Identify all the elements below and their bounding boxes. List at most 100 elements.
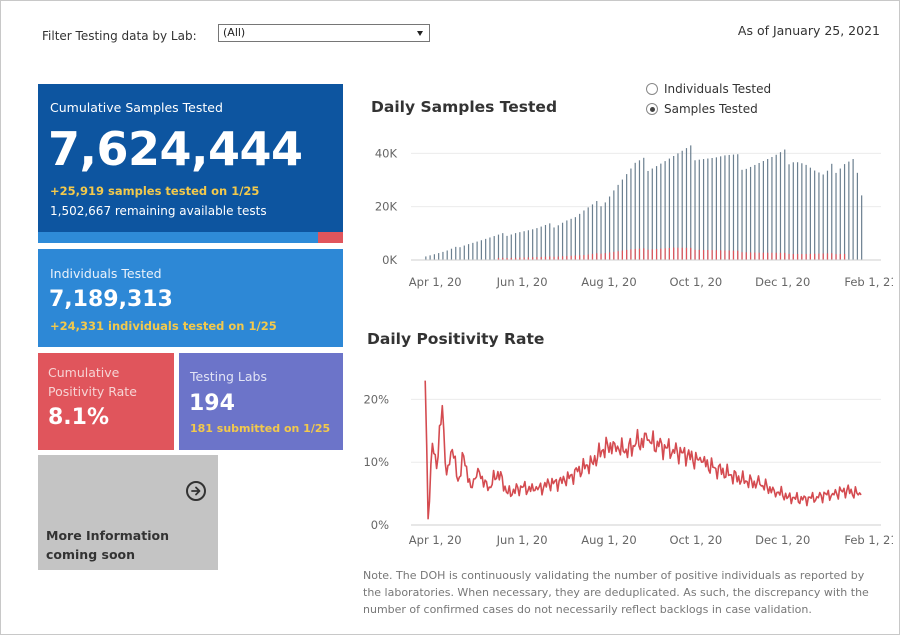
sample-bar bbox=[561, 222, 564, 260]
sample-bar bbox=[728, 250, 730, 260]
sample-bar bbox=[775, 154, 777, 260]
sample-bar bbox=[446, 250, 448, 260]
sample-bar bbox=[634, 248, 636, 260]
sample-bar bbox=[848, 161, 850, 260]
radio-button-icon[interactable] bbox=[646, 103, 658, 115]
sample-bar bbox=[681, 247, 683, 260]
sample-bar bbox=[801, 163, 803, 260]
sample-bar bbox=[749, 166, 752, 260]
sample-bar bbox=[694, 160, 696, 260]
sample-bar bbox=[617, 184, 619, 260]
sample-bar bbox=[455, 246, 457, 260]
sample-bar bbox=[634, 162, 636, 260]
sample-bar bbox=[664, 161, 666, 260]
sample-bar bbox=[523, 231, 525, 260]
y-tick-label: 40K bbox=[375, 146, 398, 160]
sample-bar bbox=[480, 240, 482, 260]
sample-bar bbox=[843, 164, 846, 260]
sample-bar bbox=[724, 155, 726, 260]
radio-button-icon[interactable] bbox=[646, 83, 658, 95]
lab-filter-select[interactable]: (All) bbox=[218, 24, 430, 42]
sample-bar bbox=[485, 238, 487, 260]
sample-bar bbox=[450, 248, 453, 260]
sample-bar bbox=[677, 153, 679, 260]
sample-bar bbox=[497, 234, 500, 260]
sample-bar bbox=[523, 257, 525, 260]
sample-bar bbox=[643, 248, 645, 260]
sample-bar bbox=[583, 255, 585, 260]
as-of-date: As of January 25, 2021 bbox=[737, 23, 880, 38]
sample-bar bbox=[467, 244, 470, 260]
radio-individuals-tested[interactable]: Individuals Tested bbox=[646, 82, 771, 96]
y-tick-label: 0K bbox=[382, 253, 397, 267]
sample-bar bbox=[502, 233, 504, 260]
chevron-down-icon bbox=[417, 31, 423, 36]
sample-bar bbox=[489, 237, 491, 260]
tests-usage-bar bbox=[38, 232, 343, 243]
sample-bar bbox=[814, 253, 816, 260]
sample-bar bbox=[779, 152, 782, 260]
sample-bar bbox=[784, 149, 786, 260]
sample-bar bbox=[655, 249, 658, 260]
sample-bar bbox=[856, 172, 858, 260]
sample-bar bbox=[711, 250, 713, 260]
sample-bar bbox=[630, 168, 632, 260]
sample-bar bbox=[549, 256, 551, 260]
sample-bar bbox=[587, 254, 589, 260]
sample-bar bbox=[861, 195, 863, 260]
sample-bar bbox=[621, 250, 623, 260]
sample-bar bbox=[519, 232, 521, 260]
sample-bar bbox=[805, 253, 807, 260]
sample-bar bbox=[822, 174, 824, 260]
arrow-circle-right-icon[interactable] bbox=[186, 481, 206, 501]
sample-bar bbox=[476, 241, 478, 260]
sample-bar bbox=[843, 253, 846, 260]
y-tick-label: 20K bbox=[375, 200, 398, 214]
sample-bar bbox=[788, 164, 790, 260]
tests-usage-fill bbox=[38, 232, 318, 243]
sample-bar bbox=[737, 250, 739, 260]
sample-bar bbox=[613, 251, 615, 260]
sample-bar bbox=[540, 256, 542, 260]
sample-bar bbox=[715, 250, 717, 260]
sample-bar bbox=[685, 247, 688, 260]
sample-bar bbox=[741, 169, 743, 260]
sample-bar bbox=[741, 252, 743, 260]
sample-bar bbox=[732, 154, 735, 260]
labs-submitted-today: 181 submitted on 1/25 bbox=[190, 422, 331, 435]
x-tick-label: Aug 1, 20 bbox=[581, 533, 636, 547]
more-information-card[interactable]: More Information coming soon bbox=[38, 455, 218, 570]
x-tick-label: Feb 1, 21 bbox=[844, 533, 893, 547]
daily-positivity-chart-title: Daily Positivity Rate bbox=[367, 330, 545, 348]
sample-bar bbox=[660, 248, 662, 260]
sample-bar bbox=[796, 162, 799, 260]
sample-bar bbox=[425, 256, 427, 260]
sample-bar bbox=[702, 159, 705, 260]
sample-bar bbox=[792, 162, 794, 260]
sample-bar bbox=[685, 148, 688, 260]
sample-bar bbox=[651, 168, 653, 260]
sample-bar bbox=[745, 252, 747, 260]
sample-bar bbox=[527, 257, 529, 260]
sample-bar bbox=[754, 164, 756, 260]
sample-bar bbox=[463, 245, 465, 260]
sample-bar bbox=[762, 252, 764, 260]
sample-bar bbox=[613, 190, 615, 260]
x-tick-label: Apr 1, 20 bbox=[409, 275, 462, 289]
sample-bar bbox=[514, 233, 517, 260]
sample-bar bbox=[788, 253, 790, 260]
positivity-rate-card: Cumulative Positivity Rate 8.1% bbox=[38, 353, 174, 450]
sample-bar bbox=[600, 206, 602, 260]
sample-bar bbox=[762, 161, 764, 260]
sample-bar bbox=[767, 252, 769, 260]
sample-bar bbox=[745, 168, 747, 260]
sample-bar bbox=[583, 210, 585, 260]
sample-bar bbox=[604, 253, 606, 260]
sample-bar bbox=[801, 254, 803, 260]
sample-bar bbox=[608, 196, 611, 260]
sample-bar bbox=[758, 252, 760, 260]
sample-bar bbox=[779, 252, 782, 260]
radio-samples-tested[interactable]: Samples Tested bbox=[646, 102, 758, 116]
sample-bar bbox=[536, 257, 538, 260]
y-tick-label: 10% bbox=[363, 455, 389, 469]
